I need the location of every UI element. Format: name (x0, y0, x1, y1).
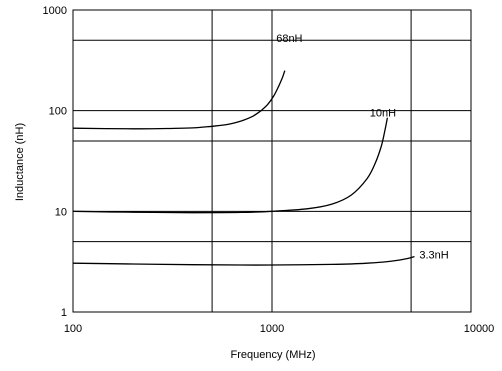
series-line-68nH (72, 70, 286, 130)
y-tick-label: 1000 (43, 5, 67, 17)
series-label-3.3nH: 3.3nH (419, 249, 448, 261)
tick-labels: 100 1000 10000 1 10 100 1000 (43, 5, 495, 335)
series-line-3.3nH (72, 255, 415, 266)
y-tick-label: 100 (49, 106, 67, 118)
series-line-10nH (72, 117, 389, 214)
x-tick-label: 1000 (260, 323, 284, 335)
y-tick-label: 1 (61, 307, 67, 319)
y-tick-label: 10 (55, 206, 67, 218)
y-axis-label: Inductance (nH) (14, 123, 26, 201)
series-label-10nH: 10nH (370, 107, 396, 119)
x-axis-label: Frequency (MHz) (231, 349, 316, 361)
grid (72, 9, 472, 313)
plot-area-frame (72, 9, 472, 313)
x-tick-label: 10000 (464, 323, 495, 335)
x-tick-label: 100 (64, 323, 82, 335)
series-lines: 68nH 10nH 3.3nH (72, 33, 449, 266)
series-label-68nH: 68nH (276, 33, 302, 45)
